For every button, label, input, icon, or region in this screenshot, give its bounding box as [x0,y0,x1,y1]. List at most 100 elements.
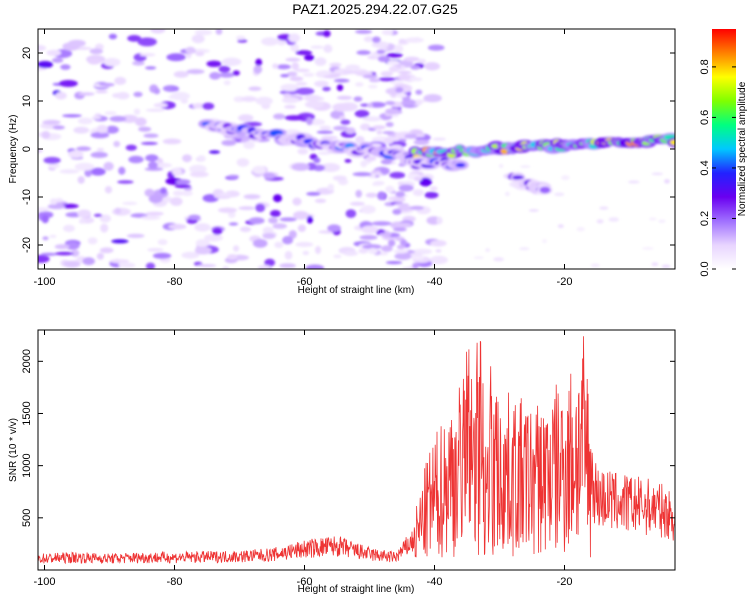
noise-blob [76,146,92,151]
noise-blob [91,116,102,120]
noise-blob [498,164,504,168]
noise-blob [394,252,412,260]
noise-blob [661,264,671,268]
noise-blob [228,222,239,226]
colorbar-tick-label: 0.2 [699,211,711,226]
noise-blob [49,234,57,238]
noise-blob [315,246,321,254]
noise-blob [235,35,246,40]
noise-blob [316,130,334,134]
noise-blob [125,144,137,151]
noise-blob [212,227,223,235]
noise-blob [306,215,313,224]
noise-blob [519,247,530,251]
y-tick-label: -20 [21,237,33,253]
noise-blob [384,137,394,145]
noise-blob [362,74,378,79]
noise-blob [118,261,129,268]
noise-blob [377,55,390,63]
noise-blob [113,140,121,148]
noise-blob [554,192,565,197]
noise-blob [272,223,287,229]
noise-blob [140,215,161,220]
noise-blob [100,223,109,233]
snr-line [38,336,675,565]
noise-blob [63,260,81,268]
noise-blob [413,139,430,145]
noise-blob [197,264,217,268]
noise-blob [117,180,134,184]
noise-blob [415,89,423,95]
noise-blob [279,263,296,269]
noise-blob [380,71,393,77]
noise-blob [133,91,143,98]
noise-blob [70,249,80,257]
noise-blob [54,244,70,250]
noise-blob [376,49,386,55]
noise-blob [411,255,425,261]
noise-blob [658,219,666,223]
noise-blob [252,239,268,248]
noise-blob [288,230,297,239]
noise-blob [415,133,426,138]
noise-blob [596,219,604,224]
noise-blob [289,76,304,82]
noise-blob [144,167,164,171]
noise-blob [321,135,338,140]
noise-blob [87,237,98,245]
noise-blob [355,189,363,198]
noise-blob [396,244,406,250]
noise-blob [194,246,212,255]
noise-blob [103,57,121,67]
noise-blob [194,29,213,36]
noise-blob [295,81,308,86]
noise-blob [412,189,424,197]
noise-blob [285,57,301,62]
noise-blob [314,57,327,66]
noise-blob [93,213,103,217]
noise-blob [221,139,237,146]
noise-blob [651,262,659,267]
noise-blob [410,65,421,70]
y-tick-label: 2000 [21,349,33,373]
noise-blob [77,117,93,125]
noise-blob [360,205,376,214]
noise-blob [192,103,206,109]
noise-blob [288,33,301,43]
noise-blob [175,179,191,185]
noise-blob [359,235,378,240]
noise-blob [241,96,257,102]
noise-blob [397,205,413,212]
noise-blob [336,95,353,100]
noise-blob [248,86,262,91]
noise-blob [429,255,448,265]
noise-blob [651,172,664,175]
spectrogram-image [38,29,675,269]
noise-blob [371,221,392,226]
noise-blob [388,239,396,247]
noise-blob [557,224,564,229]
noise-blob [96,252,104,260]
noise-blob [313,157,321,164]
noise-blob [409,205,424,210]
noise-blob [157,239,168,246]
noise-blob [195,239,210,248]
noise-blob [381,245,393,252]
noise-blob [257,264,272,269]
noise-blob [77,176,85,184]
noise-blob [345,64,361,71]
noise-blob [78,92,95,96]
noise-blob [215,29,223,35]
noise-blob [485,248,490,252]
noise-blob [111,239,129,244]
noise-blob [238,114,254,122]
colorbar-gradient [712,29,736,269]
colorbar-label: Normalized spectral amplitude [737,81,748,216]
noise-blob [642,247,654,250]
noise-blob [359,123,371,131]
noise-blob [171,86,180,92]
noise-blob [160,187,167,194]
noise-blob [664,179,670,184]
noise-blob [349,201,365,206]
